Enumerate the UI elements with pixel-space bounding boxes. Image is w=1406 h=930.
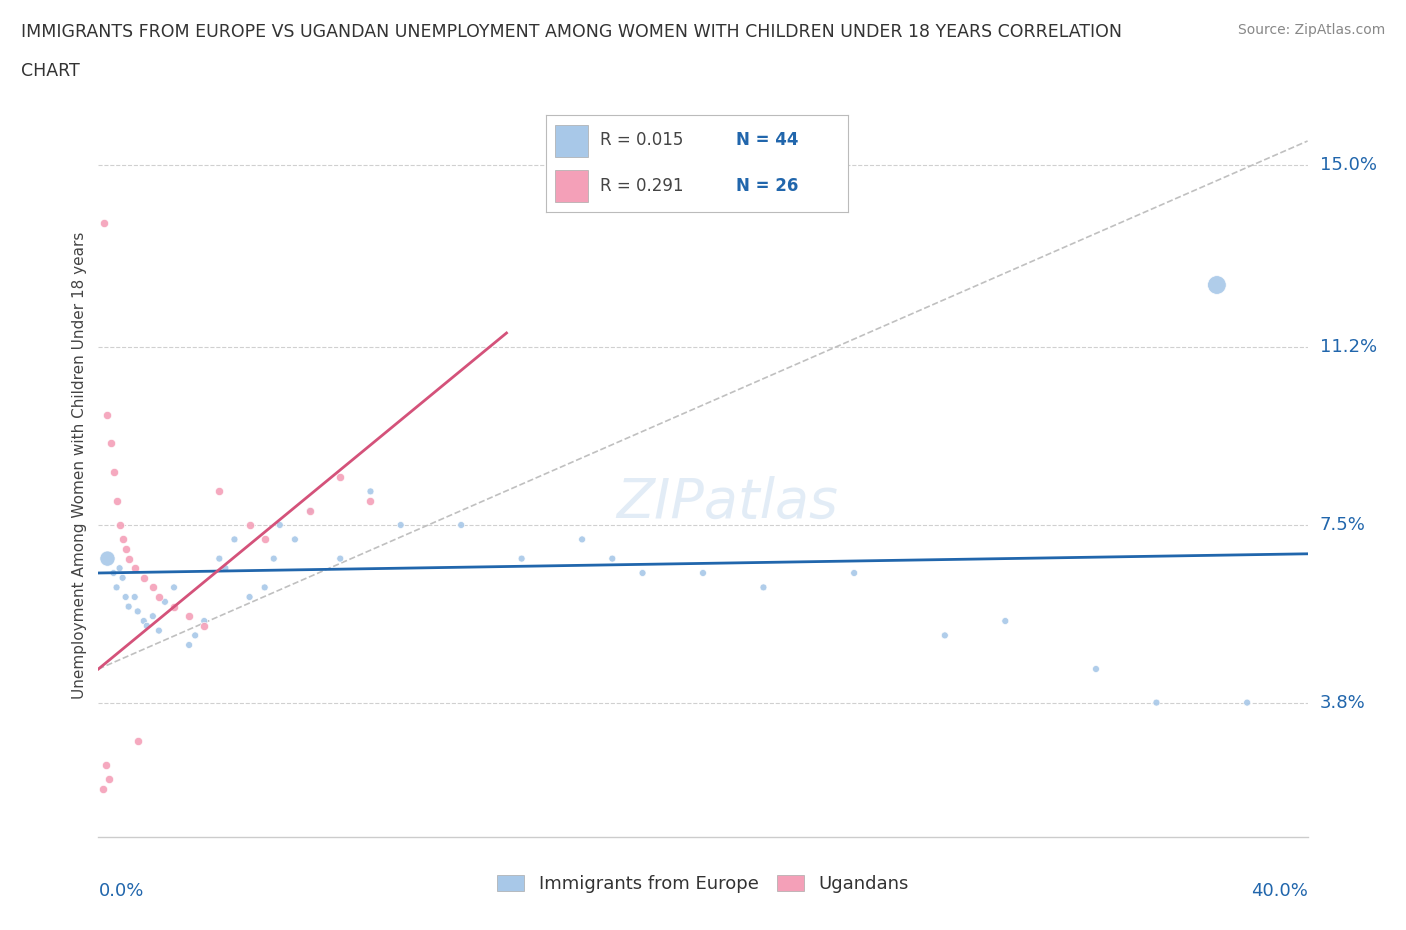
Text: 0.0%: 0.0% bbox=[98, 882, 143, 899]
Point bbox=[224, 532, 246, 547]
Point bbox=[329, 470, 352, 485]
Point bbox=[299, 503, 322, 518]
Point bbox=[163, 599, 186, 614]
Text: IMMIGRANTS FROM EUROPE VS UGANDAN UNEMPLOYMENT AMONG WOMEN WITH CHILDREN UNDER 1: IMMIGRANTS FROM EUROPE VS UGANDAN UNEMPL… bbox=[21, 23, 1122, 41]
Point bbox=[108, 561, 131, 576]
Point bbox=[100, 436, 122, 451]
Legend: Immigrants from Europe, Ugandans: Immigrants from Europe, Ugandans bbox=[488, 866, 918, 902]
Point bbox=[450, 518, 472, 533]
Point bbox=[118, 599, 141, 614]
Point bbox=[263, 551, 285, 566]
Point bbox=[934, 628, 956, 643]
Point bbox=[179, 609, 201, 624]
Point bbox=[360, 494, 382, 509]
Point bbox=[114, 590, 136, 604]
Point bbox=[148, 590, 170, 604]
Point bbox=[253, 532, 276, 547]
Point bbox=[127, 734, 149, 749]
Point bbox=[142, 580, 165, 595]
Point bbox=[179, 638, 201, 653]
Point bbox=[105, 580, 128, 595]
Point bbox=[208, 551, 231, 566]
Point bbox=[1085, 661, 1108, 676]
Point bbox=[214, 561, 236, 576]
Point bbox=[602, 551, 624, 566]
Text: 7.5%: 7.5% bbox=[1320, 516, 1365, 534]
Point bbox=[389, 518, 412, 533]
Point bbox=[96, 407, 118, 422]
Text: ZIPatlas: ZIPatlas bbox=[616, 476, 838, 528]
Point bbox=[94, 758, 117, 773]
Point bbox=[269, 518, 291, 533]
Point bbox=[208, 484, 231, 498]
Text: 3.8%: 3.8% bbox=[1320, 694, 1365, 711]
Point bbox=[844, 565, 866, 580]
Point bbox=[193, 618, 215, 633]
Point bbox=[93, 215, 115, 230]
Text: 40.0%: 40.0% bbox=[1251, 882, 1308, 899]
Point bbox=[132, 570, 155, 585]
Point bbox=[105, 494, 128, 509]
Point bbox=[1146, 695, 1168, 710]
Text: 11.2%: 11.2% bbox=[1320, 339, 1376, 356]
Point bbox=[994, 614, 1017, 629]
Point bbox=[103, 565, 125, 580]
Point bbox=[135, 618, 157, 633]
Point bbox=[148, 623, 170, 638]
Point bbox=[360, 484, 382, 498]
Point bbox=[98, 772, 121, 787]
Point bbox=[752, 580, 775, 595]
Text: CHART: CHART bbox=[21, 62, 80, 80]
Point bbox=[163, 580, 186, 595]
Point bbox=[108, 518, 131, 533]
Point bbox=[184, 628, 207, 643]
Point bbox=[124, 590, 146, 604]
Point bbox=[193, 614, 215, 629]
Point bbox=[253, 580, 276, 595]
Point bbox=[118, 551, 141, 566]
Point bbox=[142, 609, 165, 624]
Point bbox=[284, 532, 307, 547]
Point bbox=[96, 551, 118, 566]
Point bbox=[111, 532, 134, 547]
Point bbox=[103, 465, 125, 480]
Point bbox=[114, 541, 136, 556]
Point bbox=[510, 551, 533, 566]
Y-axis label: Unemployment Among Women with Children Under 18 years: Unemployment Among Women with Children U… bbox=[72, 232, 87, 698]
Point bbox=[239, 518, 262, 533]
Point bbox=[631, 565, 654, 580]
Point bbox=[299, 503, 322, 518]
Point bbox=[132, 614, 155, 629]
Point bbox=[692, 565, 714, 580]
Point bbox=[329, 551, 352, 566]
Point bbox=[111, 570, 134, 585]
Point bbox=[239, 590, 262, 604]
Text: Source: ZipAtlas.com: Source: ZipAtlas.com bbox=[1237, 23, 1385, 37]
Point bbox=[127, 604, 149, 618]
Point bbox=[1206, 277, 1229, 292]
Point bbox=[153, 594, 176, 609]
Point bbox=[1236, 695, 1258, 710]
Point bbox=[124, 561, 146, 576]
Point bbox=[571, 532, 593, 547]
Text: 15.0%: 15.0% bbox=[1320, 156, 1376, 174]
Point bbox=[91, 781, 114, 796]
